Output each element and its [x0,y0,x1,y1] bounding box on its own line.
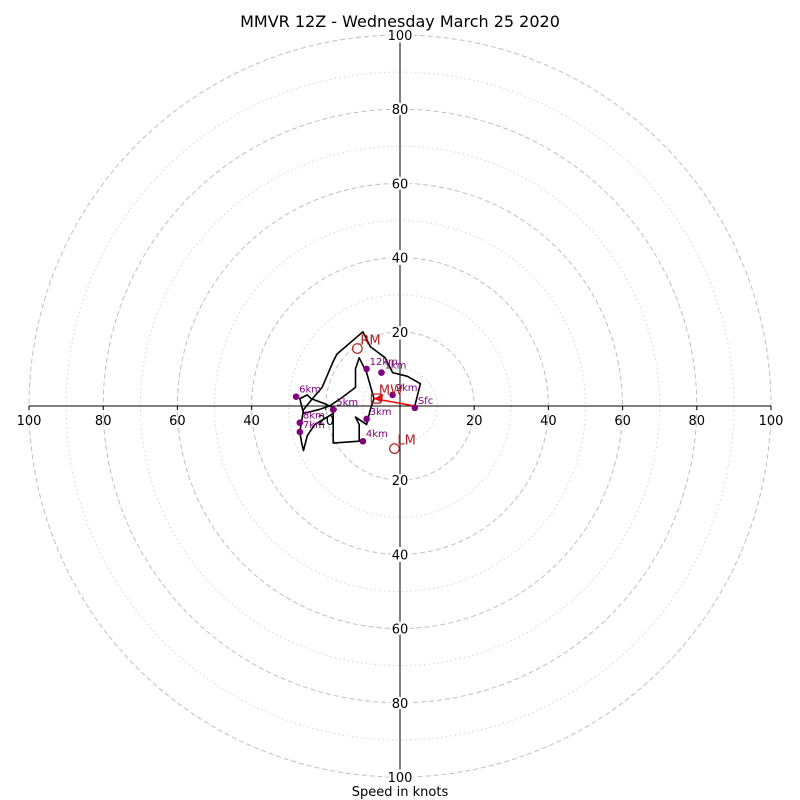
x-tick-label: 20 [318,414,335,429]
y-tick-label: 20 [392,326,409,341]
y-tick-label: 80 [392,697,409,712]
x-tick-label: 40 [540,414,557,429]
y-tick-label: 100 [388,29,413,44]
motion-label: LM [397,434,415,449]
y-tick-label: 40 [392,252,409,267]
chart-title: MMVR 12Z - Wednesday March 25 2020 [240,12,560,31]
x-tick-label: 60 [614,414,631,429]
storm-motion-marker [389,443,400,455]
x-tick-label: 60 [169,414,186,429]
y-tick-label: 60 [392,623,409,638]
height-point-label: 3km [370,407,392,418]
height-point [363,365,370,373]
x-tick-label: 100 [17,414,42,429]
x-tick-label: 100 [759,414,784,429]
x-tick-label: 20 [466,414,483,429]
tick-labels: 100 100 80 80 60 60 40 40 20 20 20 20 40 40 60 60 80 80 10… [17,27,784,789]
height-point-label: 5km [336,398,358,409]
x-tick-label: 80 [95,414,112,429]
y-tick-label: 60 [392,177,409,192]
height-point-label: 7km [303,420,325,431]
motion-label: RM [360,333,380,348]
hodograph-trace [299,331,422,452]
height-point-label: 1km [384,361,406,372]
height-point-label: 2km [396,383,418,394]
storm-motion-marker [351,343,363,354]
height-point [389,391,396,399]
motion-label: MW [379,384,403,399]
height-point [359,437,367,445]
axes [29,35,771,777]
height-point [363,415,370,423]
height-point-label: 4km [366,429,388,440]
y-tick-label: 20 [392,474,409,489]
height-point-label: 8km [303,411,325,422]
height-point-label: 12km [370,357,398,368]
height-point [296,419,304,426]
y-tick-label: 100 [388,771,413,786]
x-tick-label: 40 [243,414,260,429]
y-tick-label: 80 [392,103,409,118]
height-point [411,404,419,412]
y-tick-label: 40 [392,548,409,563]
height-point-label: 6km [299,385,321,396]
height-point-label: Sfc [418,396,433,407]
mean-wind-marker [370,393,381,404]
height-point [296,428,304,436]
x-axis-label: Speed in knots [352,785,449,800]
height-point [378,369,385,376]
height-point [329,406,337,414]
x-tick-label: 80 [689,414,706,429]
storm-motion-markers: RM MW LM [351,333,416,455]
height-point [292,393,300,401]
